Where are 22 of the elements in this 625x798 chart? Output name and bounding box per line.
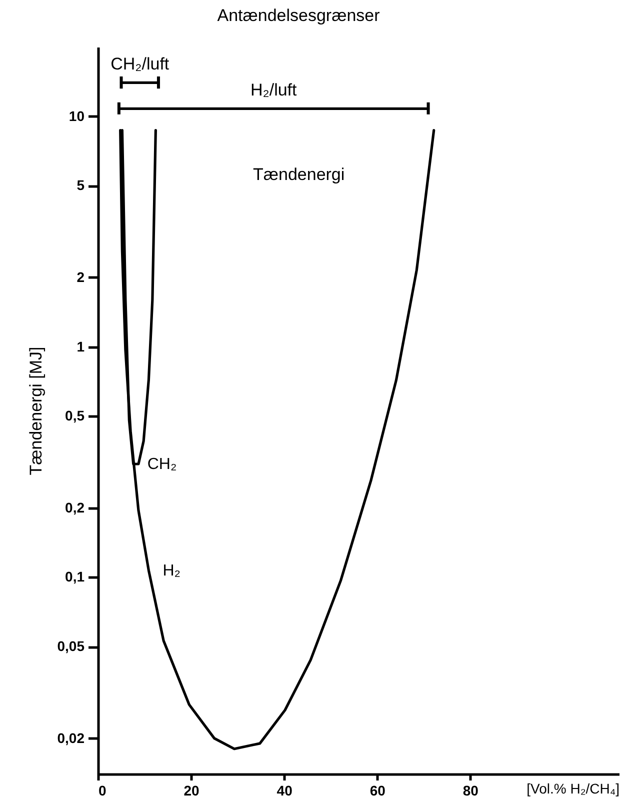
x-tick-label: 20 [184,782,200,798]
y-tick-label: 0,1 [65,568,85,585]
x-tick-label: 40 [276,782,293,798]
chart-title: Antændelsesgrænser [217,6,380,25]
y-tick-label: 1 [76,338,85,354]
series-label: CH₂/luft [110,54,170,74]
y-tick-label: 0,5 [65,408,85,424]
series-label: CH₂ [147,456,177,474]
y-tick-label: 5 [76,177,85,194]
x-tick-label: 0 [98,782,106,798]
y-tick-label: 10 [68,108,85,124]
y-axis-title: Tændenergi [MJ] [26,346,46,476]
y-tick-label: 0,05 [57,638,85,654]
y-tick-label: 2 [76,268,85,285]
x-axis-title: [Vol.% H₂/CH₄] [526,780,620,796]
y-tick-label: 0,2 [65,499,85,516]
x-tick-label: 80 [462,782,479,798]
x-tick-label: 60 [370,782,386,798]
annotation: Tændenergi [253,165,345,184]
series-label: H₂/luft [250,80,298,100]
series-label: H₂ [162,562,180,580]
y-tick-label: 0,02 [57,730,85,746]
